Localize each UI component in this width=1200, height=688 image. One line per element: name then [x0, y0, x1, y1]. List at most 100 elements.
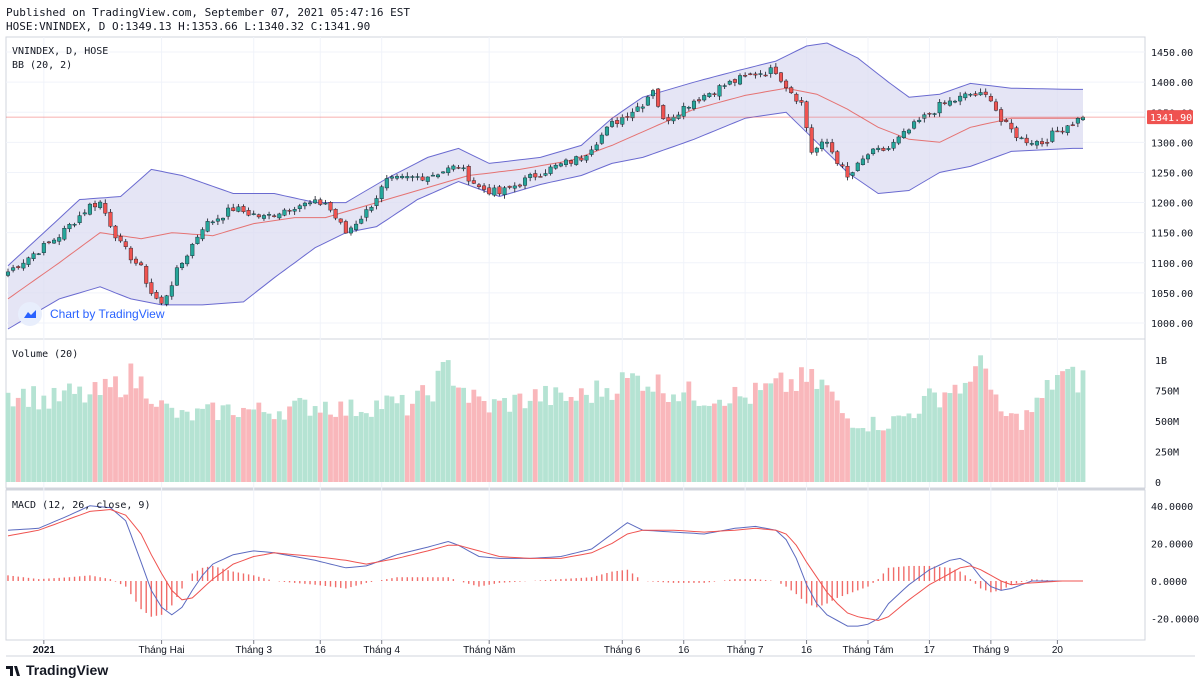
candle-body[interactable] — [149, 282, 154, 294]
candle-body[interactable] — [927, 113, 932, 115]
candle-body[interactable] — [154, 292, 159, 299]
candle-body[interactable] — [912, 121, 917, 129]
candle-body[interactable] — [52, 239, 57, 244]
candle-body[interactable] — [302, 202, 307, 207]
candle-body[interactable] — [1004, 119, 1009, 122]
candle-body[interactable] — [712, 93, 717, 95]
candle-body[interactable] — [446, 167, 451, 174]
candle-body[interactable] — [410, 176, 415, 178]
candle-body[interactable] — [1075, 118, 1080, 124]
candle-body[interactable] — [67, 224, 72, 230]
candle-body[interactable] — [210, 221, 215, 224]
candle-body[interactable] — [400, 175, 405, 179]
candle-body[interactable] — [702, 95, 707, 101]
candle-body[interactable] — [656, 88, 661, 107]
candle-body[interactable] — [845, 165, 850, 178]
candle-body[interactable] — [789, 87, 794, 94]
candle-body[interactable] — [850, 172, 855, 176]
candle-body[interactable] — [738, 75, 743, 85]
candle-body[interactable] — [1040, 141, 1045, 145]
candle-body[interactable] — [374, 198, 379, 206]
candle-body[interactable] — [953, 100, 958, 103]
candle-body[interactable] — [553, 164, 558, 169]
candle-body[interactable] — [574, 156, 579, 165]
candle-body[interactable] — [169, 285, 174, 297]
candle-body[interactable] — [896, 136, 901, 144]
candle-body[interactable] — [57, 237, 62, 242]
candle-body[interactable] — [528, 174, 533, 178]
candle-body[interactable] — [215, 218, 220, 222]
candle-body[interactable] — [615, 120, 620, 124]
candle-body[interactable] — [425, 176, 430, 182]
candle-body[interactable] — [999, 109, 1004, 122]
candle-body[interactable] — [482, 185, 487, 190]
candle-body[interactable] — [937, 102, 942, 114]
candle-body[interactable] — [1009, 122, 1014, 130]
candle-body[interactable] — [640, 106, 645, 109]
candle-body[interactable] — [164, 295, 169, 305]
candle-body[interactable] — [343, 221, 348, 234]
candle-body[interactable] — [538, 176, 543, 178]
candle-body[interactable] — [471, 180, 476, 184]
candle-body[interactable] — [502, 187, 507, 195]
candle-body[interactable] — [901, 131, 906, 138]
candle-body[interactable] — [41, 243, 46, 253]
candle-body[interactable] — [492, 187, 497, 196]
candle-body[interactable] — [871, 148, 876, 155]
candle-body[interactable] — [354, 223, 359, 230]
candle-body[interactable] — [318, 199, 323, 205]
candle-body[interactable] — [195, 236, 200, 244]
candle-body[interactable] — [835, 151, 840, 164]
candle-body[interactable] — [727, 80, 732, 85]
candle-body[interactable] — [1070, 124, 1075, 126]
candle-body[interactable] — [236, 206, 241, 212]
candle-body[interactable] — [451, 165, 456, 170]
candle-body[interactable] — [220, 217, 225, 221]
candle-body[interactable] — [763, 74, 768, 77]
candle-body[interactable] — [93, 203, 98, 208]
candle-body[interactable] — [389, 176, 394, 179]
candle-body[interactable] — [1050, 130, 1055, 142]
candle-body[interactable] — [922, 114, 927, 119]
candle-body[interactable] — [645, 96, 650, 106]
candle-body[interactable] — [825, 141, 830, 144]
candle-body[interactable] — [21, 262, 26, 269]
candle-body[interactable] — [507, 185, 512, 188]
candle-body[interactable] — [947, 100, 952, 106]
candle-body[interactable] — [277, 213, 282, 219]
candle-body[interactable] — [62, 228, 67, 240]
candle-body[interactable] — [200, 229, 205, 240]
candle-body[interactable] — [753, 73, 758, 76]
candle-body[interactable] — [272, 215, 277, 217]
candle-body[interactable] — [108, 211, 113, 227]
candle-body[interactable] — [584, 155, 589, 161]
candle-body[interactable] — [436, 174, 441, 178]
candle-body[interactable] — [543, 173, 548, 176]
candle-body[interactable] — [1024, 137, 1029, 144]
candle-body[interactable] — [993, 101, 998, 111]
candle-body[interactable] — [16, 266, 21, 268]
candle-body[interactable] — [1019, 137, 1024, 140]
candle-body[interactable] — [128, 247, 133, 261]
candle-body[interactable] — [415, 176, 420, 178]
candle-body[interactable] — [743, 75, 748, 77]
candle-body[interactable] — [722, 85, 727, 87]
candle-body[interactable] — [461, 167, 466, 170]
candle-body[interactable] — [942, 102, 947, 104]
candle-body[interactable] — [686, 107, 691, 109]
candle-body[interactable] — [328, 202, 333, 211]
candle-body[interactable] — [533, 173, 538, 178]
candle-body[interactable] — [886, 148, 891, 150]
candle-body[interactable] — [123, 241, 128, 247]
candle-body[interactable] — [1045, 142, 1050, 144]
candle-body[interactable] — [36, 253, 41, 255]
candle-body[interactable] — [395, 176, 400, 179]
candle-body[interactable] — [297, 205, 302, 209]
candle-body[interactable] — [180, 263, 185, 269]
candle-body[interactable] — [814, 147, 819, 153]
candle-body[interactable] — [11, 267, 16, 271]
candle-body[interactable] — [103, 203, 108, 214]
candle-body[interactable] — [671, 116, 676, 122]
candle-body[interactable] — [379, 186, 384, 199]
